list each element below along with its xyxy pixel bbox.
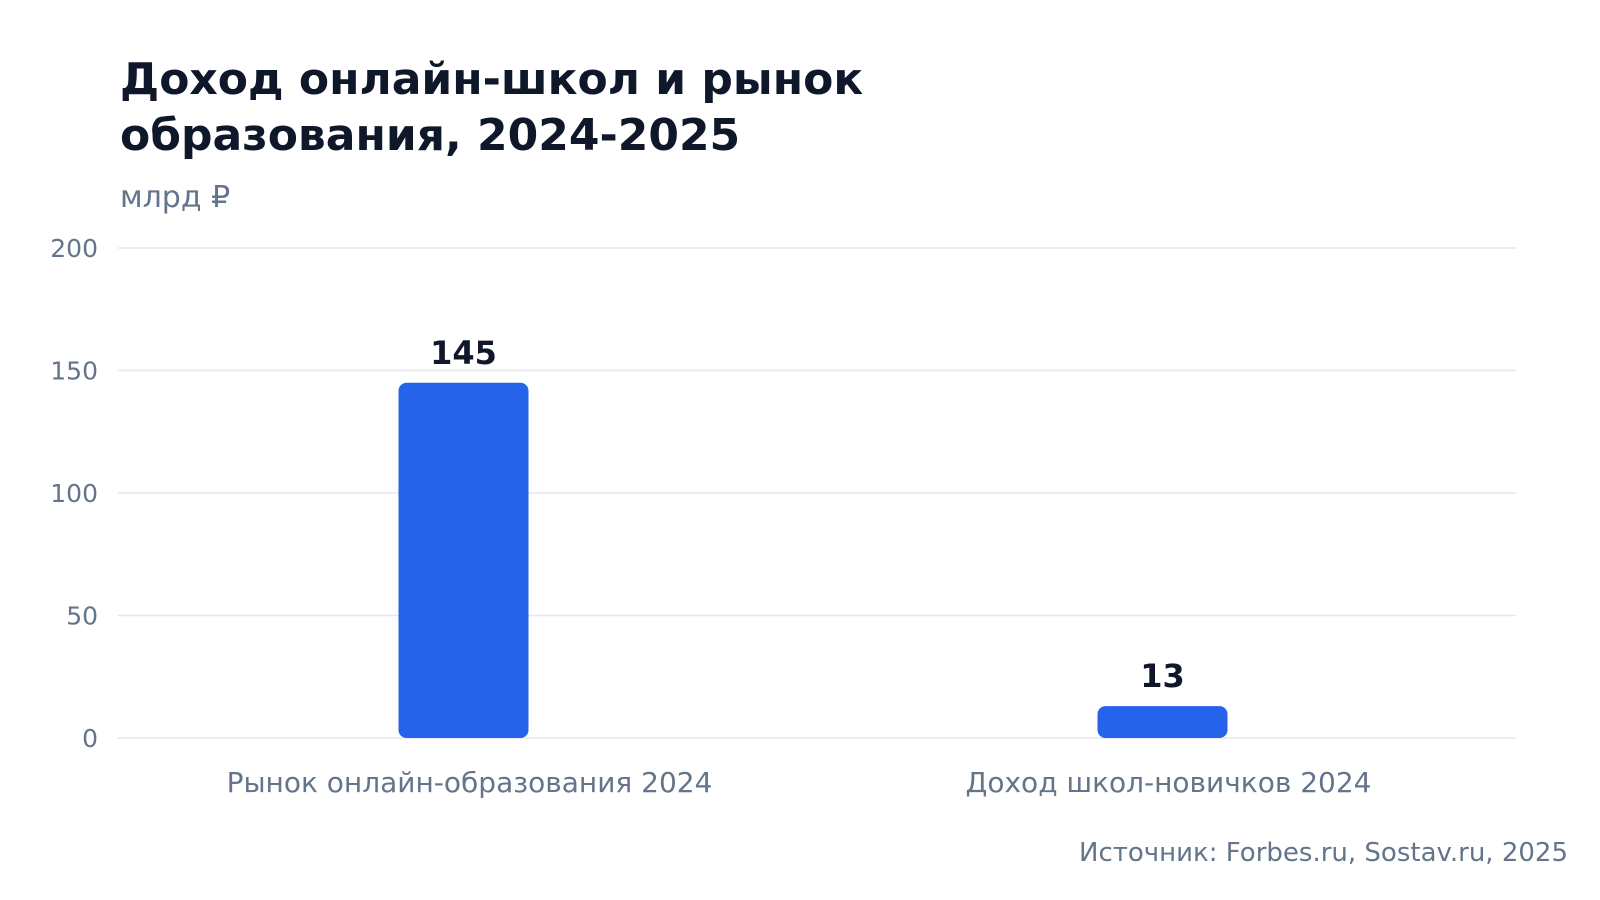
- x-category-label-2: Доход школ-новичков 2024: [965, 766, 1371, 799]
- gridlines: [118, 247, 1516, 739]
- data-label-1: 145: [430, 334, 497, 372]
- data-label-2: 13: [1140, 657, 1185, 695]
- y-tick-label-0: 0: [82, 724, 98, 753]
- y-tick-label-150: 150: [50, 357, 98, 386]
- bar-2: [1097, 706, 1228, 738]
- data-labels: 145 13: [430, 334, 1185, 695]
- y-tick-label-50: 50: [66, 602, 98, 631]
- x-category-label-1: Рынок онлайн-образования 2024: [227, 766, 713, 799]
- x-axis-categories: Рынок онлайн-образования 2024 Доход школ-…: [227, 766, 1372, 799]
- bar-1: [398, 382, 529, 738]
- chart-title: Доход онлайн-школ и рынок образования, 2…: [120, 54, 864, 161]
- y-axis-ticks: 0 50 100 150 200: [50, 234, 98, 753]
- y-tick-label-200: 200: [50, 234, 98, 263]
- source-note: Источник: Forbes.ru, Sostav.ru, 2025: [1079, 838, 1568, 868]
- bars: [398, 382, 1228, 738]
- chart-unit-subtitle: млрд ₽: [120, 180, 231, 215]
- y-tick-label-100: 100: [50, 479, 98, 508]
